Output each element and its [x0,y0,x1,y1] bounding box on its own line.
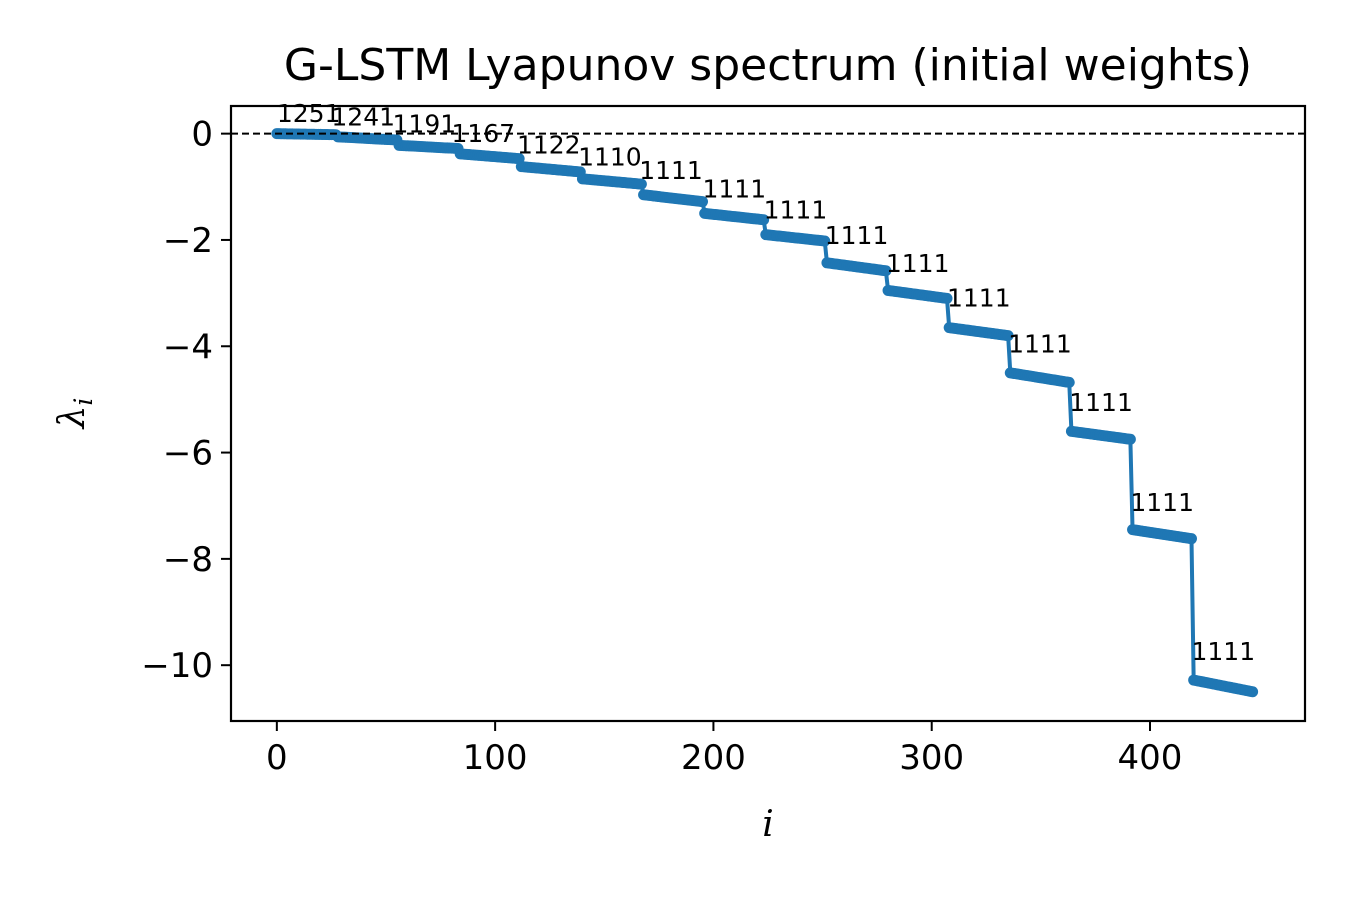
x-tick-label: 100 [463,738,528,778]
annotation-label: 1111 [1008,330,1072,359]
x-tick-label: 200 [681,738,746,778]
annotation-label: 1111 [947,283,1011,312]
y-axis-label-subscript: i [69,398,98,406]
chart-title: G-LSTM Lyapunov spectrum (initial weight… [284,40,1252,91]
annotation-label: 1111 [639,156,703,185]
y-axis: 0 −2 −4 −6 −8 −10 [141,115,231,686]
plot-area [271,128,1259,698]
annotation-label: 1167 [451,119,515,148]
annotation-label: 1251 [277,99,341,128]
data-point [819,235,831,247]
x-tick-label: 0 [266,738,288,778]
data-point [635,178,647,190]
x-axis-label: i [762,804,774,845]
annotation-label: 1111 [703,174,767,203]
data-point [941,292,953,304]
y-tick-label: 0 [191,115,213,155]
annotation-label: 1122 [517,130,581,159]
data-point [1247,686,1259,698]
annotation-label: 1111 [764,196,828,225]
axes-frame [229,104,1307,723]
data-point [758,214,770,226]
annotation-label: 1111 [1130,488,1194,517]
annotation-label: 1111 [1191,637,1255,666]
annotation-label: 1110 [578,143,642,172]
data-point [1002,330,1014,342]
y-tick-label: −4 [163,327,213,367]
y-axis-label-symbol: λ [52,406,93,431]
data-point [1124,433,1136,445]
y-tick-label: −10 [141,646,213,686]
y-axis-label: λi [52,398,98,431]
data-point [1185,533,1197,545]
x-axis: 0 100 200 300 400 [266,721,1182,778]
annotation-label: 1191 [393,110,457,139]
data-point [697,196,709,208]
annotation-label: 1111 [825,221,889,250]
annotation-label: 1111 [886,249,950,278]
data-point [1063,376,1075,388]
annotation-label: 1241 [331,103,395,132]
data-point [880,265,892,277]
y-tick-label: −8 [163,540,213,580]
annotation-label: 1111 [1069,388,1133,417]
x-tick-label: 400 [1118,738,1183,778]
x-tick-label: 300 [899,738,964,778]
y-tick-label: −6 [163,434,213,474]
y-tick-label: −2 [163,221,213,261]
